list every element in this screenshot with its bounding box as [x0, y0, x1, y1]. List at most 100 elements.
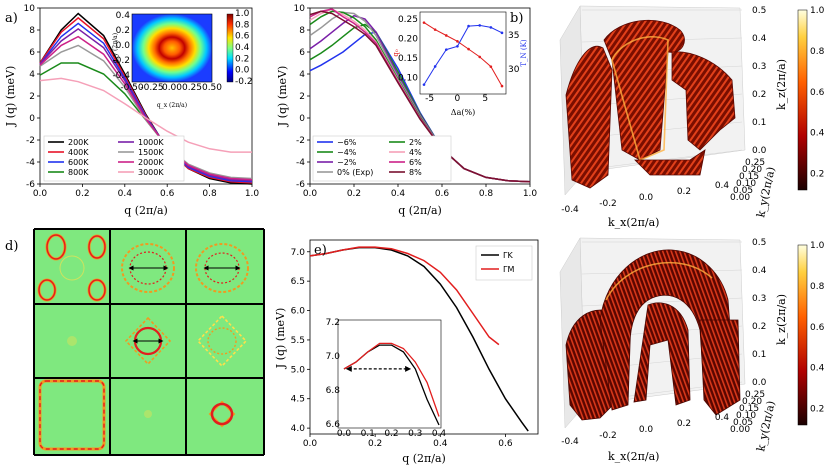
legend-label-ΓK: ΓK [503, 251, 513, 260]
x-tick-label: -0.2 [599, 431, 617, 441]
panel-a-xtick-label: 0.2 [75, 189, 89, 199]
y-tick-label: 0.00 [730, 425, 750, 435]
panel-d-cell-0-2 [195, 243, 249, 293]
z-tick-label: 0.2 [752, 322, 766, 332]
inset-b-left-ytick-label: 0.20 [398, 34, 418, 44]
panel-f-zlabel: k_z(2π/a) [775, 294, 788, 345]
z-tick-label: 0.5 [752, 238, 766, 248]
panel-e-inset-series-ΓM [343, 342, 440, 417]
legend-label-−6%: −6% [337, 138, 357, 147]
colorbar-tick-label: 0.2 [235, 54, 249, 64]
panel-b-ytick-label: 8 [299, 26, 305, 36]
panel-b-xtick-label: 0.0 [303, 189, 318, 199]
x-tick-label: -0.4 [561, 205, 579, 215]
panel-c: c) 0.00.10.20.30.40.5-0.4-0.20.00.20.40.… [559, 5, 825, 229]
legend-label-400K: 400K [68, 148, 89, 157]
panel-b-ytick-label: 2 [299, 92, 305, 102]
panel-b-ytick-label: -6 [296, 180, 305, 190]
colorbar-tick-label: 0.4 [235, 43, 250, 53]
panel-e-label: e) [314, 243, 327, 258]
panel-d-cell-0-1 [121, 243, 175, 293]
panel-e-inset: 0.0 0.1 0.2 0.3 0.4 6.6 6.8 7.0 7.2 [326, 318, 447, 439]
z-tick-label: 0.4 [752, 266, 767, 276]
panel-b-ytick-label: -4 [296, 158, 305, 168]
inset-b-q0-line [423, 22, 503, 87]
inset-b-TN-point [489, 26, 493, 29]
x-tick-label: 0.0 [639, 425, 654, 435]
panel-f: f) 0.00.10.20.30.40.5-0.4-0.20.00.20.40.… [559, 237, 825, 463]
inset-b-xtick-label: -5 [425, 94, 434, 104]
inset-b-TN-point [422, 83, 426, 86]
legend-label-−2%: −2% [337, 158, 357, 167]
inset-b-q0-point [444, 34, 448, 37]
panel-a-label: a) [5, 11, 18, 26]
panel-d-cell-0-0 [37, 233, 107, 302]
panel-e-inset-ytick-label: 7.0 [326, 352, 341, 362]
z-tick-label: 0.0 [752, 146, 767, 156]
panel-e-inset-ytick-label: 6.8 [326, 386, 341, 396]
colorbar-tick-label: 1.0 [810, 241, 825, 251]
panel-a-xtick-label: 1.0 [245, 189, 260, 199]
z-tick-label: 0.2 [752, 90, 766, 100]
inset-b-right-ytick-label: 30 [508, 65, 520, 75]
inset-b-TN-point [478, 24, 482, 27]
panel-a-ytick-label: -4 [26, 158, 35, 168]
panel-c-fermi-surface [565, 19, 736, 189]
inset-ytick-label: -0.2 [112, 56, 130, 66]
panel-e-inset-ytick-label: 6.6 [326, 420, 341, 430]
colorbar-tick-label: 0.8 [235, 20, 250, 30]
inset-b-xtick-label: 0 [455, 94, 461, 104]
x-tick-label: 0.4 [715, 181, 730, 191]
colorbar-tick-label: 0.4 [810, 364, 825, 374]
y-tick-label: 0.20 [742, 397, 762, 407]
inset-xtick-label: 0.25 [182, 83, 202, 93]
panel-a-ytick-label: -6 [26, 180, 35, 190]
y-tick-label: 0.25 [745, 158, 765, 168]
panel-b-ytick-label: -2 [296, 136, 305, 146]
panel-b-xtick-label: 0.8 [479, 189, 494, 199]
panel-c-colorbar [797, 9, 808, 191]
y-tick-label: 0.25 [745, 390, 765, 400]
panel-e-inset-xtick-label: 0.1 [361, 429, 375, 439]
colorbar-tick-label: 0.0 [235, 66, 250, 76]
y-tick-label: 0.15 [739, 172, 759, 182]
legend-label-1500K: 1500K [138, 148, 164, 157]
panel-d-grid-lines [33, 228, 265, 456]
panel-a-ytick-label: 0 [29, 114, 35, 124]
inset-ylabel: q_y (2π/a) [112, 33, 119, 63]
panel-a-inset-heatmap: -0.50-0.250.00 0.25 0.50-0.4-0.20.00.20.4-… [112, 9, 253, 109]
panel-f-colorbar [797, 244, 808, 426]
inset-b-q0-point [489, 65, 493, 68]
legend-label-−4%: −4% [337, 148, 357, 157]
colorbar-tick-label: 1.0 [810, 6, 825, 16]
inset-xtick-label: 0.50 [202, 83, 222, 93]
inset-ytick-label: 0.4 [116, 11, 131, 21]
panel-b: 0.0 0.2 0.4 0.6 0.8 1.0 -6 -4 -2 0 2 4 6 8 10 b) q (2π… [276, 4, 537, 217]
legend-label-1000K: 1000K [138, 138, 164, 147]
panel-a-xlabel: q (2π/a) [124, 204, 168, 217]
panel-e-inset-xtick-label: 0.2 [384, 429, 398, 439]
panel-e-xtick-label: 0.0 [303, 439, 318, 449]
legend-label-2000K: 2000K [138, 158, 164, 167]
panel-b-xtick-label: 0.4 [391, 189, 406, 199]
panel-b-legend: −6%−4%−2%0% (Exp) 2%4%6%8% [312, 135, 452, 182]
legend-label-3000K: 3000K [138, 168, 164, 177]
panel-e-inset-xtick-label: 0.3 [408, 429, 422, 439]
inset-b-q0-point [500, 84, 504, 88]
inset-b-left-ylabel: q₀ [392, 49, 400, 56]
inset-colorbar [226, 13, 234, 83]
panel-e-inset-xtick-label: 0.4 [432, 429, 447, 439]
panel-d-cell-2-0 [38, 379, 106, 451]
legend-label-2%: 2% [409, 138, 422, 147]
inset-b-q0-point [478, 55, 482, 59]
legend-label-6%: 6% [409, 158, 422, 167]
z-tick-label: 0.1 [752, 350, 766, 360]
panel-b-xtick-label: 1.0 [523, 189, 538, 199]
panel-e-ylabel: J (q) (meV) [274, 308, 287, 370]
y-tick-label: 0.10 [736, 411, 756, 421]
colorbar-tick-label: 1.0 [235, 9, 250, 19]
panel-c-zlabel: k_z(2π/a) [775, 59, 788, 110]
panel-b-label: b) [510, 11, 523, 26]
panel-e-legend: ΓK ΓM [475, 245, 533, 281]
